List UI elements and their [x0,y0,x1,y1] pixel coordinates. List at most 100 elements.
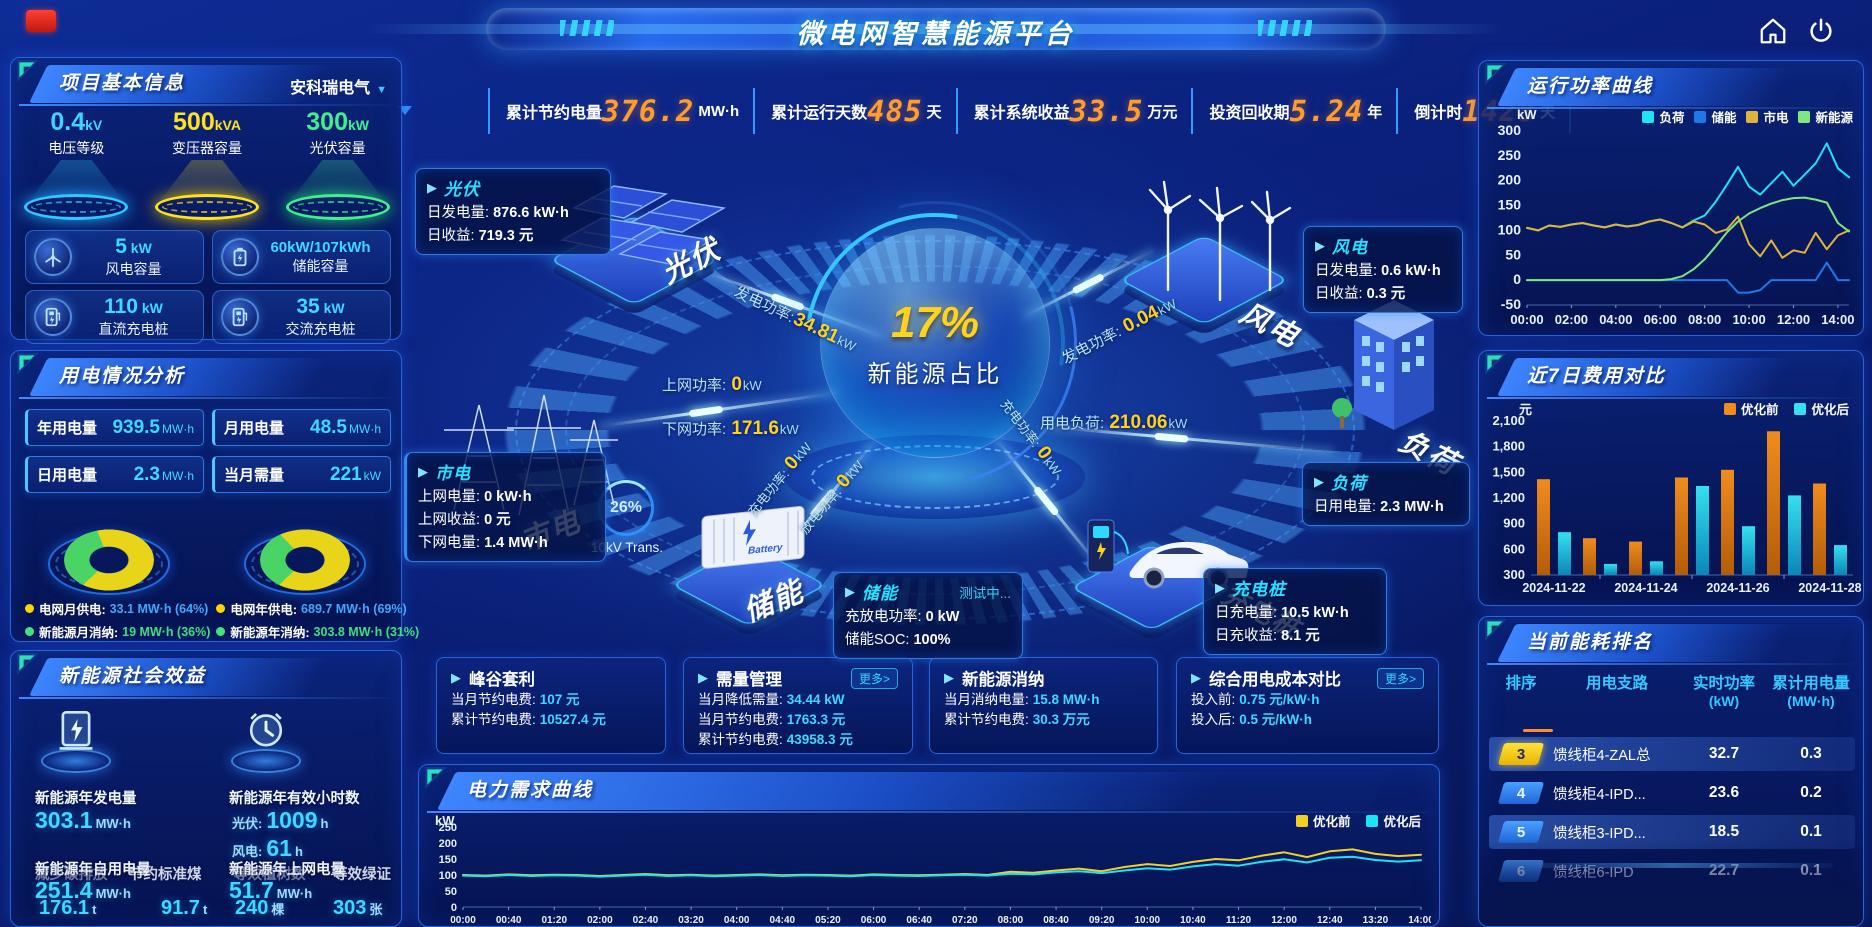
corner-icon [17,353,39,375]
kpi-value: 376.2 [602,94,695,128]
feeder-name: 馈线柜4-ZAL总 [1553,747,1651,764]
svg-text:11:20: 11:20 [1226,915,1251,923]
chevron-right-icon: ▶ [1191,670,1201,685]
spotlight-base [285,194,390,220]
card-icon-badge [34,298,72,336]
collapse-arrow-icon[interactable] [398,106,412,115]
metric-value: 303 张 [333,897,383,919]
capacity-cards: 5 kW 风电容量 60kW/107kWh 储能容量 110 kW 直流充电桩 … [25,230,391,344]
metric-label: 新能源年上网电量 [229,862,345,878]
load-row: 日用电量: 2.3 MW·h [1314,499,1444,515]
kpi-unit: 年 [1367,103,1383,121]
svg-text:10:40: 10:40 [1180,915,1206,923]
charger-info-panel: ▶ 充电桩 日充电量: 10.5 kW·h 日充收益: 8.1 元 [1203,568,1387,655]
rank-badge: 3 [1497,743,1545,765]
svg-text:300: 300 [1503,567,1525,582]
legend-item[interactable]: 优化后 [1366,811,1421,830]
ranking-header-cell: 用电支路 [1585,675,1648,692]
legend-item[interactable]: 负荷 [1642,107,1684,126]
legend-item[interactable]: 市电 [1746,107,1788,126]
legend-value: 33.1 MW·h (64%) [109,601,209,616]
svg-text:150: 150 [439,854,457,866]
legend-item[interactable]: 优化前 [1723,399,1778,418]
kpi-label: 投资回收期 [1209,105,1290,122]
charger-row: 日充电量: 10.5 kW·h [1215,605,1349,621]
card-metric-row: 当月消纳电量: 15.8 MW·h [944,692,1100,707]
legend-item[interactable]: 优化前 [1295,811,1350,830]
svg-text:01:20: 01:20 [541,915,567,923]
wind-row: 日发电量: 0.6 kW·h [1315,263,1441,279]
project-info-panel: 项目基本信息 安科瑞电气 ▼ 0.4kV 电压等级 500kVA 变压器容量 30… [10,57,403,344]
chevron-right-icon: ▶ [418,463,428,479]
capacity-spotlights: 0.4kV 电压等级 500kVA 变压器容量 300kW 光伏容量 [11,108,403,226]
cumulative-energy: 0.2 [1800,784,1822,801]
panel-title: 当前能耗排名 [1527,632,1654,653]
card-metric-row: 当月节约电费: 107 元 [451,692,580,707]
svg-text:250: 250 [439,823,457,834]
svg-text:2024-11-26: 2024-11-26 [1706,581,1769,595]
cost-compare-panel: 近7日费用对比 元 优化前 优化后 2,100 1,800 1,500 1,200 900… [1478,350,1864,606]
rank-badge: 5 [1497,821,1545,843]
metric-value: 91.7 t [161,897,208,919]
metric-label: 新能源年有效小时数 [229,791,360,807]
ranking-glow-bar [1509,863,1833,868]
kpi-value: 33.5 [1069,94,1144,128]
chevron-right-icon: ▶ [1314,473,1324,489]
legend-value: 689.7 MW·h (69%) [301,601,407,616]
ranking-header-cell: 实时功率 (kW) [1692,675,1755,709]
kpi-label: 累计运行天数 [771,105,868,122]
power-icon[interactable] [1806,16,1836,46]
home-icon[interactable] [1758,16,1788,46]
grid-row: 上网电量: 0 kW·h [418,489,532,505]
card-metric-row: 累计节约电费: 30.3 万元 [944,712,1090,727]
metric-label: 新能源年发电量 [35,791,137,807]
svg-text:00:40: 00:40 [496,915,522,923]
ranking-row[interactable]: 6 馈线柜6-IPD 22.7 0.1 [1489,854,1855,888]
kpi-label: 倒计时 [1414,105,1463,122]
svg-text:08:00: 08:00 [1688,312,1721,327]
spotlight-value: 500kVA [173,108,241,136]
wind-panel-title: 风电 [1332,238,1368,257]
kpi-stat: 累计运行天数 485 天 [753,88,955,134]
grid-panel-title: 市电 [435,464,471,483]
legend-label: 新能源月消纳: [39,626,119,640]
usage-stats: 年用电量 939.5 MW·h 月用电量 48.5 MW·h 日用电量 2.3 MW·h 当… [25,409,391,493]
card-metric-row: 投入前: 0.75 元/kW·h [1191,692,1320,707]
ranking-row[interactable]: 3 馈线柜4-ZAL总 32.7 0.3 [1489,737,1855,771]
more-button[interactable]: 更多> [850,667,898,689]
card-icon-badge [34,238,72,276]
ranking-row[interactable]: 5 馈线柜3-IPD... 18.5 0.1 [1489,815,1855,849]
svg-text:900: 900 [1503,516,1525,531]
rank-badge: 4 [1497,782,1545,804]
pv-row: 日收益: 719.3 元 [427,228,534,244]
usage-stat-box: 年用电量 939.5 MW·h [25,409,204,446]
ranking-header-cell: 累计用电量 (MW·h) [1772,675,1850,709]
svg-text:14:00: 14:00 [1408,915,1431,923]
company-name: 安科瑞电气 [290,80,371,97]
ranking-headers: 排序 用电支路 实时功率 (kW) 累计用电量 (MW·h) [1489,671,1855,709]
mix-legend-entry: 新能源月消纳: 19 MW·h (36%) [25,622,210,641]
header-bar: 微电网智慧能源平台 [0,0,1872,58]
social-benefit-panel: 新能源社会效益 新能源年发电量 303.1 MW·h 新能源年有效小时数 光伏: 1… [10,650,402,927]
metric-value: 176.1 t [39,897,97,919]
clock-icon [249,712,283,747]
ranking-rows: 3 馈线柜4-ZAL总 32.7 0.3 4 馈线柜4-IPD... 23.6 0… [1489,737,1855,893]
company-select[interactable]: 安科瑞电气 ▼ [290,74,387,98]
kpi-unit: 万元 [1147,103,1178,121]
title-decor-left [560,20,614,36]
card-title: 新能源消纳 [962,671,1045,689]
legend-item[interactable]: 新能源 [1798,107,1853,126]
card-label: 直流充电桩 [98,321,169,337]
legend-item[interactable]: 优化后 [1794,399,1849,418]
more-button[interactable]: 更多> [1376,667,1424,689]
svg-text:02:00: 02:00 [1555,312,1588,327]
capacity-card: 60kW/107kWh 储能容量 [212,230,391,284]
svg-text:13:20: 13:20 [1363,915,1389,923]
legend-item[interactable]: 储能 [1694,107,1736,126]
svg-text:04:00: 04:00 [1599,312,1632,327]
pv-row: 日发电量: 876.6 kW·h [427,205,569,221]
ranking-row[interactable]: 4 馈线柜4-IPD... 23.6 0.2 [1489,776,1855,810]
hours-pedestal [229,709,303,773]
battery-icon [233,247,247,267]
